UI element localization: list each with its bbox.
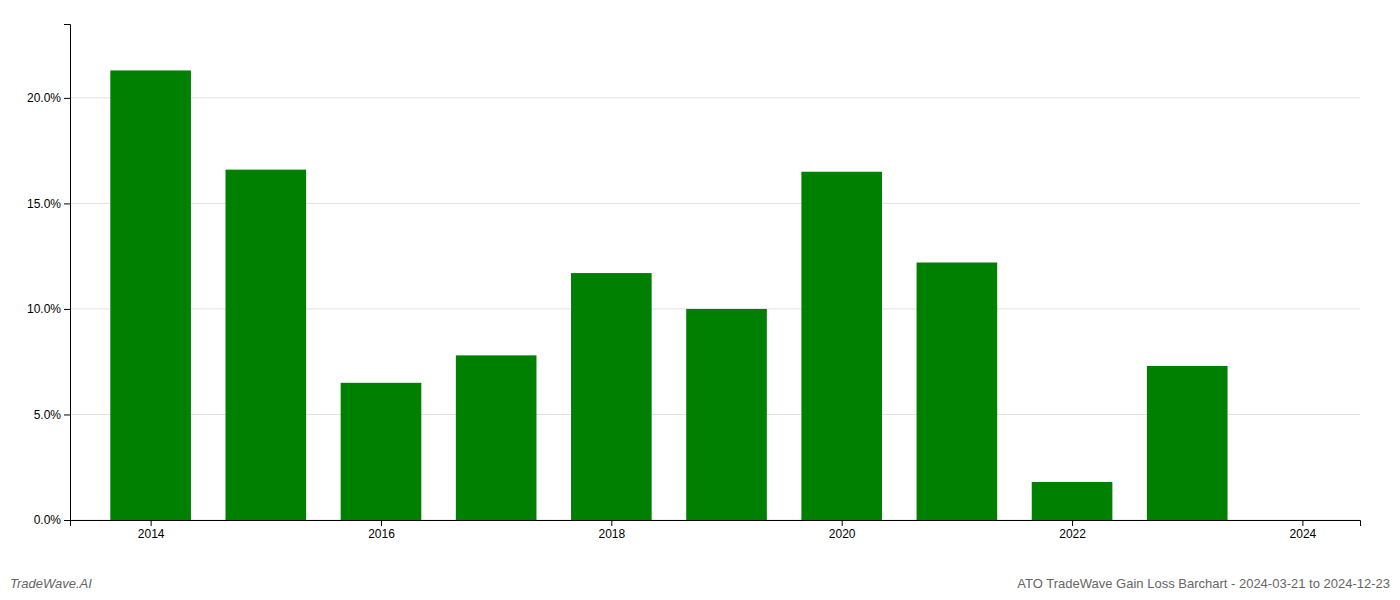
chart-svg: 2014 2016 2018 2020 2022 2024 0.0% 5.0% 10.0% 15.… [0, 0, 1400, 600]
y-tick-label: 5.0% [34, 408, 62, 422]
y-tick-mark [64, 203, 70, 204]
x-axis: 2014 2016 2018 2020 2022 2024 [71, 520, 1361, 541]
y-axis: 0.0% 5.0% 10.0% 15.0% 20.0% [27, 25, 71, 528]
x-tick-mark [611, 520, 612, 526]
grid-line [70, 97, 1360, 98]
x-tick-mark [842, 520, 843, 526]
y-tick-label: 15.0% [27, 197, 61, 211]
x-tick: 2016 [368, 520, 395, 541]
footer-right: ATO TradeWave Gain Loss Barchart - 2024-… [1017, 576, 1390, 591]
x-tick-label: 2020 [829, 527, 856, 541]
footer-left: TradeWave.AI [10, 576, 92, 591]
x-tick-mark [151, 520, 152, 526]
x-tick-mark [1072, 520, 1073, 526]
bar [917, 263, 998, 520]
grid [70, 98, 1360, 520]
bar [801, 172, 882, 520]
x-tick: 2022 [1059, 520, 1086, 541]
x-tick-label: 2024 [1290, 527, 1317, 541]
x-tick-mark [1302, 520, 1303, 526]
bar [456, 355, 537, 520]
y-tick-mark [64, 520, 70, 521]
y-tick-label: 0.0% [34, 513, 62, 527]
y-tick-mark [64, 414, 70, 415]
bar [225, 170, 306, 520]
y-tick-mark [64, 98, 70, 99]
bar [341, 383, 422, 520]
y-axis-line [64, 25, 71, 521]
bar [1032, 482, 1113, 520]
chart-container: 2014 2016 2018 2020 2022 2024 0.0% 5.0% 10.0% 15.… [0, 0, 1400, 600]
y-tick: 20.0% [27, 91, 70, 105]
y-tick: 15.0% [27, 197, 70, 211]
x-tick: 2024 [1290, 520, 1317, 541]
bar [110, 70, 191, 520]
x-tick-label: 2022 [1059, 527, 1086, 541]
x-tick-label: 2014 [138, 527, 165, 541]
x-tick: 2014 [138, 520, 165, 541]
y-tick: 0.0% [34, 513, 70, 527]
footer: TradeWave.AI ATO TradeWave Gain Loss Barc… [10, 576, 1390, 591]
plot-area [110, 70, 1227, 520]
bar [571, 273, 652, 520]
x-tick-mark [381, 520, 382, 526]
x-tick: 2018 [598, 520, 625, 541]
bar [686, 309, 767, 520]
y-tick-mark [64, 309, 70, 310]
y-tick-label: 10.0% [27, 302, 61, 316]
x-tick-label: 2016 [368, 527, 395, 541]
bar [1147, 366, 1228, 520]
y-tick: 5.0% [34, 408, 70, 422]
x-tick-label: 2018 [598, 527, 625, 541]
y-tick: 10.0% [27, 302, 70, 316]
x-axis-line [71, 521, 1361, 527]
y-tick-label: 20.0% [27, 91, 61, 105]
x-tick: 2020 [829, 520, 856, 541]
